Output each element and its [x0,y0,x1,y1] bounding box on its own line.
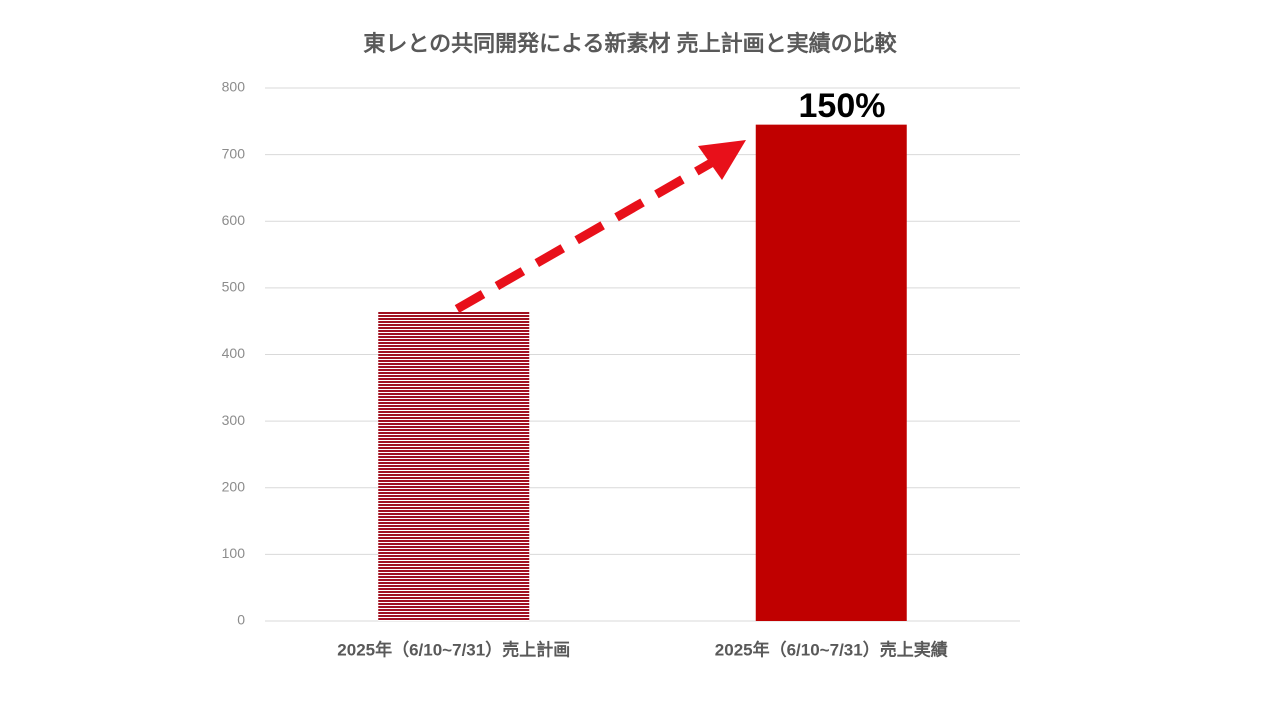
growth-arrow [454,140,746,313]
y-tick-label: 0 [237,612,245,628]
y-tick-label: 600 [222,212,246,228]
bar [378,311,530,621]
y-tick-label: 100 [222,545,246,561]
annotation: 150% [799,87,886,125]
y-tick-label: 400 [222,345,246,361]
x-tick-label: 2025年（6/10~7/31）売上実績 [715,639,948,659]
bar [755,124,907,622]
x-tick-label: 2025年（6/10~7/31）売上計画 [337,639,570,659]
y-tick-label: 500 [222,279,246,295]
y-tick-label: 800 [222,79,246,95]
chart-title: 東レとの共同開発による新素材 売上計画と実績の比較 [363,31,897,56]
y-tick-label: 700 [222,145,246,161]
y-tick-label: 200 [222,478,246,494]
y-tick-label: 300 [222,412,246,428]
